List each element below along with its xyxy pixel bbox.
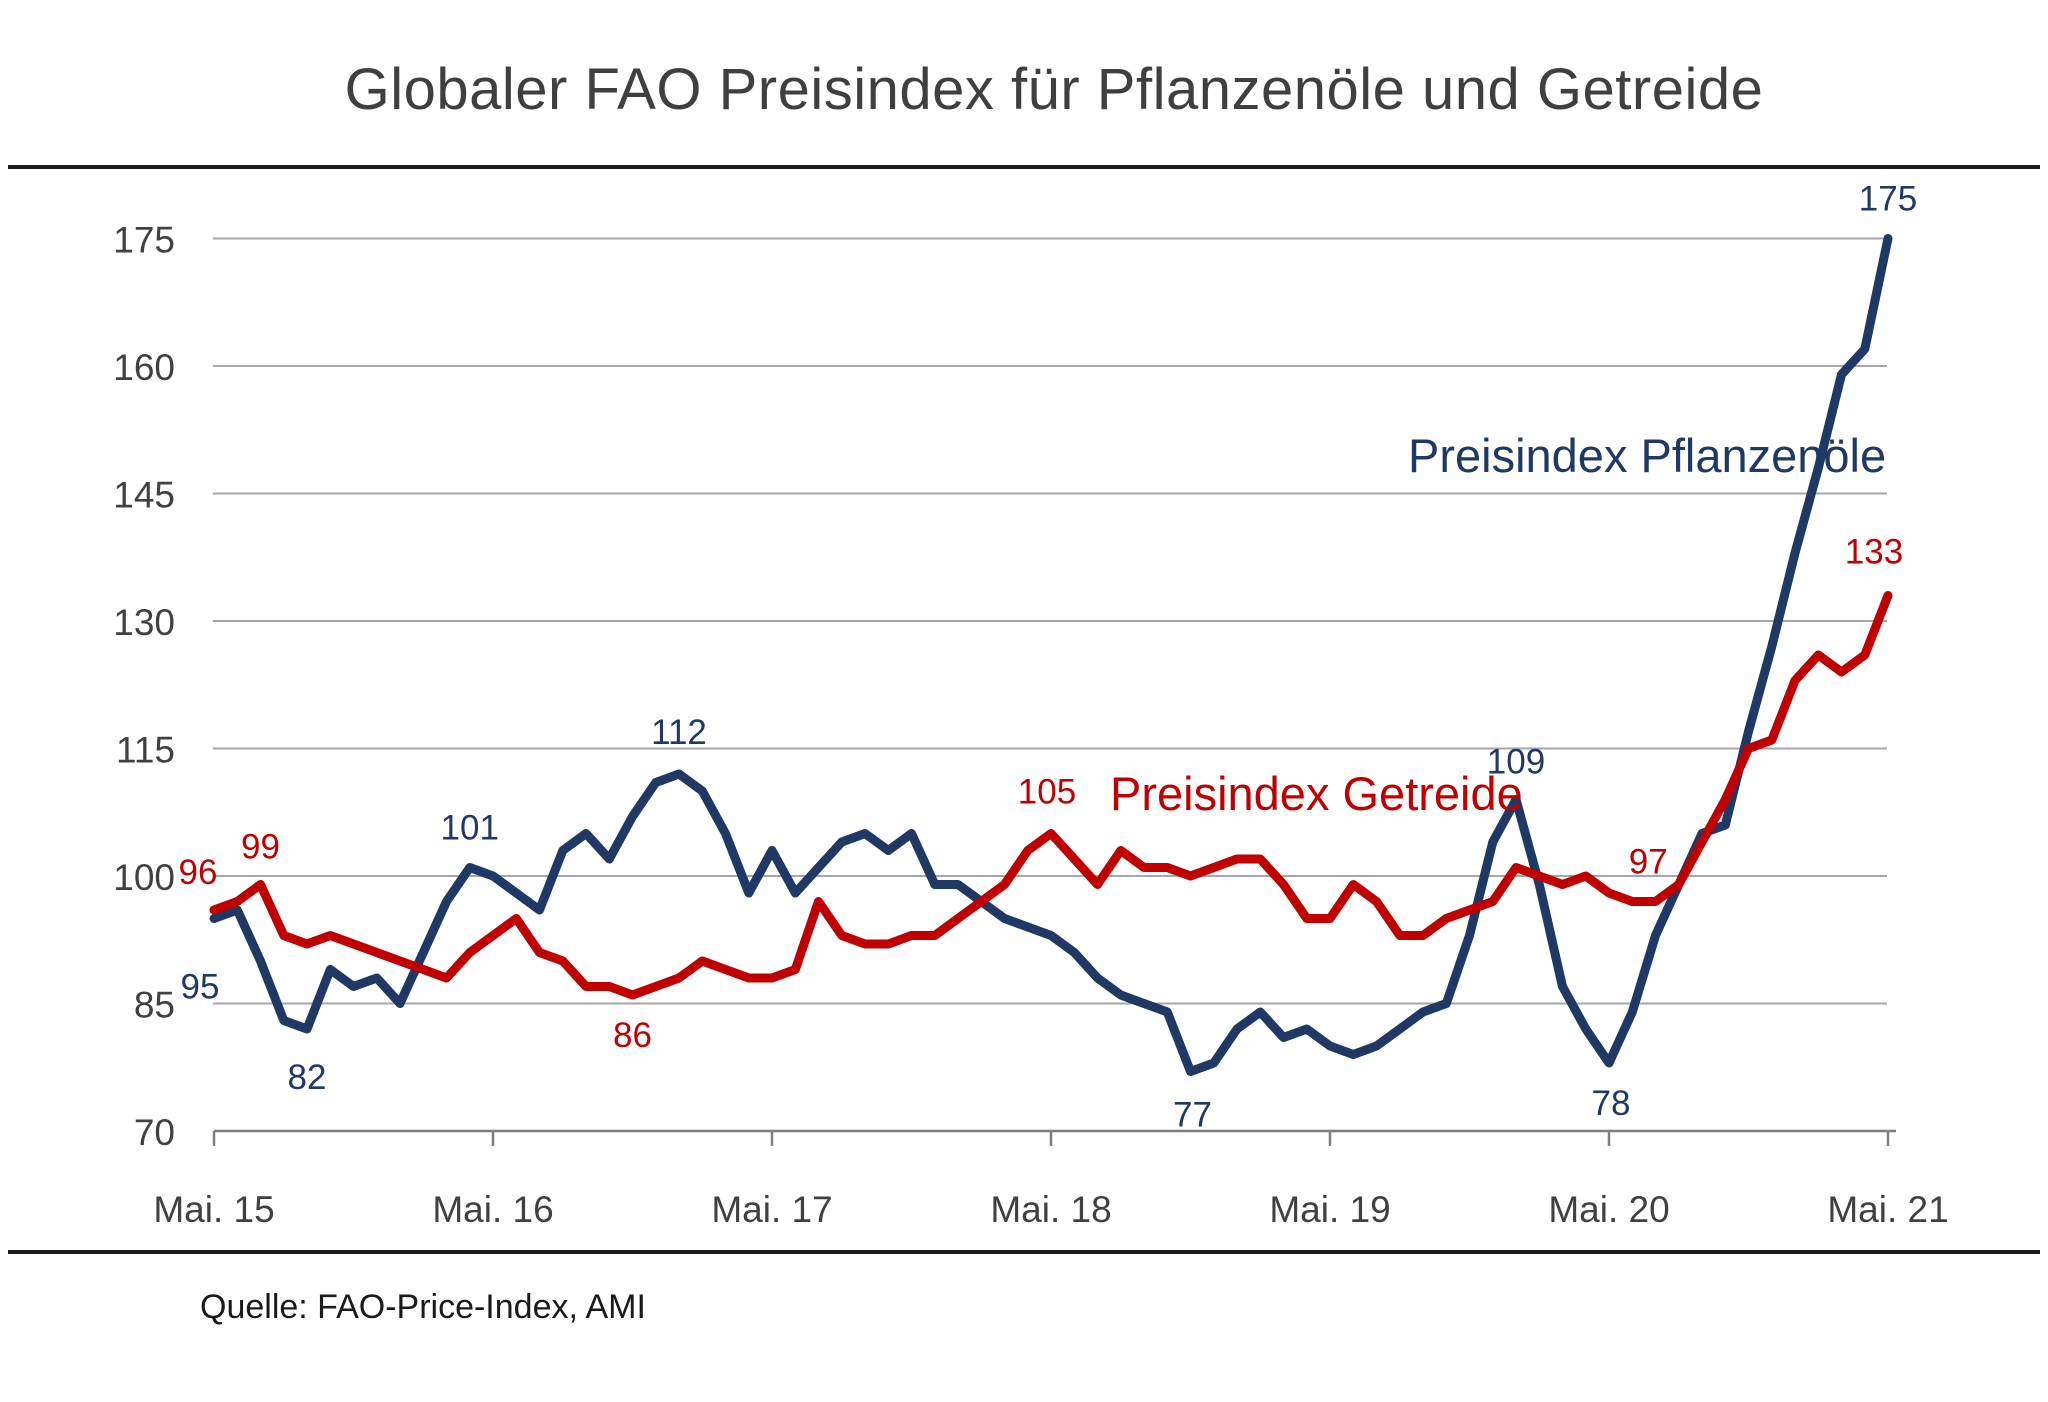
x-axis-label: Mai. 18 <box>990 1189 1111 1230</box>
point-label-cereals-99: 99 <box>241 828 280 867</box>
x-axis-label: Mai. 15 <box>153 1189 274 1230</box>
point-label-cereals-133: 133 <box>1845 533 1903 572</box>
series-line-cereals <box>209 591 1893 1000</box>
point-label-oils-95: 95 <box>181 968 220 1007</box>
point-label-oils-175: 175 <box>1859 180 1917 219</box>
y-axis-label: 100 <box>113 857 175 898</box>
point-label-oils-101: 101 <box>441 809 499 848</box>
x-axis-label: Mai. 19 <box>1269 1189 1390 1230</box>
y-axis-label: 175 <box>113 220 175 261</box>
y-axis-label: 130 <box>113 602 175 643</box>
top-divider <box>8 165 2040 169</box>
x-axis-label: Mai. 20 <box>1548 1189 1669 1230</box>
series-name-label-cereals: Preisindex Getreide <box>1110 767 1523 820</box>
point-label-oils-82: 82 <box>288 1058 327 1097</box>
bottom-divider <box>8 1250 2040 1254</box>
point-label-cereals-96: 96 <box>179 853 218 892</box>
series-line-oils <box>209 234 1893 1076</box>
point-label-cereals-105: 105 <box>1018 773 1076 812</box>
x-axis-label: Mai. 21 <box>1827 1189 1948 1230</box>
y-axis-label: 115 <box>116 730 175 771</box>
y-axis-label: 70 <box>134 1112 175 1153</box>
source-note: Quelle: FAO-Price-Index, AMI <box>200 1288 646 1326</box>
point-label-oils-109: 109 <box>1487 743 1545 782</box>
series-name-label-oils: Preisindex Pflanzenöle <box>1408 429 1886 482</box>
point-label-cereals-86: 86 <box>613 1016 652 1055</box>
point-label-cereals-97: 97 <box>1629 843 1668 882</box>
x-axis-label: Mai. 16 <box>432 1189 553 1230</box>
y-axis-label: 160 <box>113 347 175 388</box>
page-title: Globaler FAO Preisindex für Pflanzenöle … <box>344 57 1764 122</box>
y-axis-label: 85 <box>134 985 175 1026</box>
point-label-oils-77: 77 <box>1173 1096 1212 1135</box>
y-axis-label: 145 <box>113 475 175 516</box>
point-label-oils-112: 112 <box>651 713 707 752</box>
point-label-oils-78: 78 <box>1592 1084 1631 1123</box>
x-axis-label: Mai. 17 <box>711 1189 832 1230</box>
